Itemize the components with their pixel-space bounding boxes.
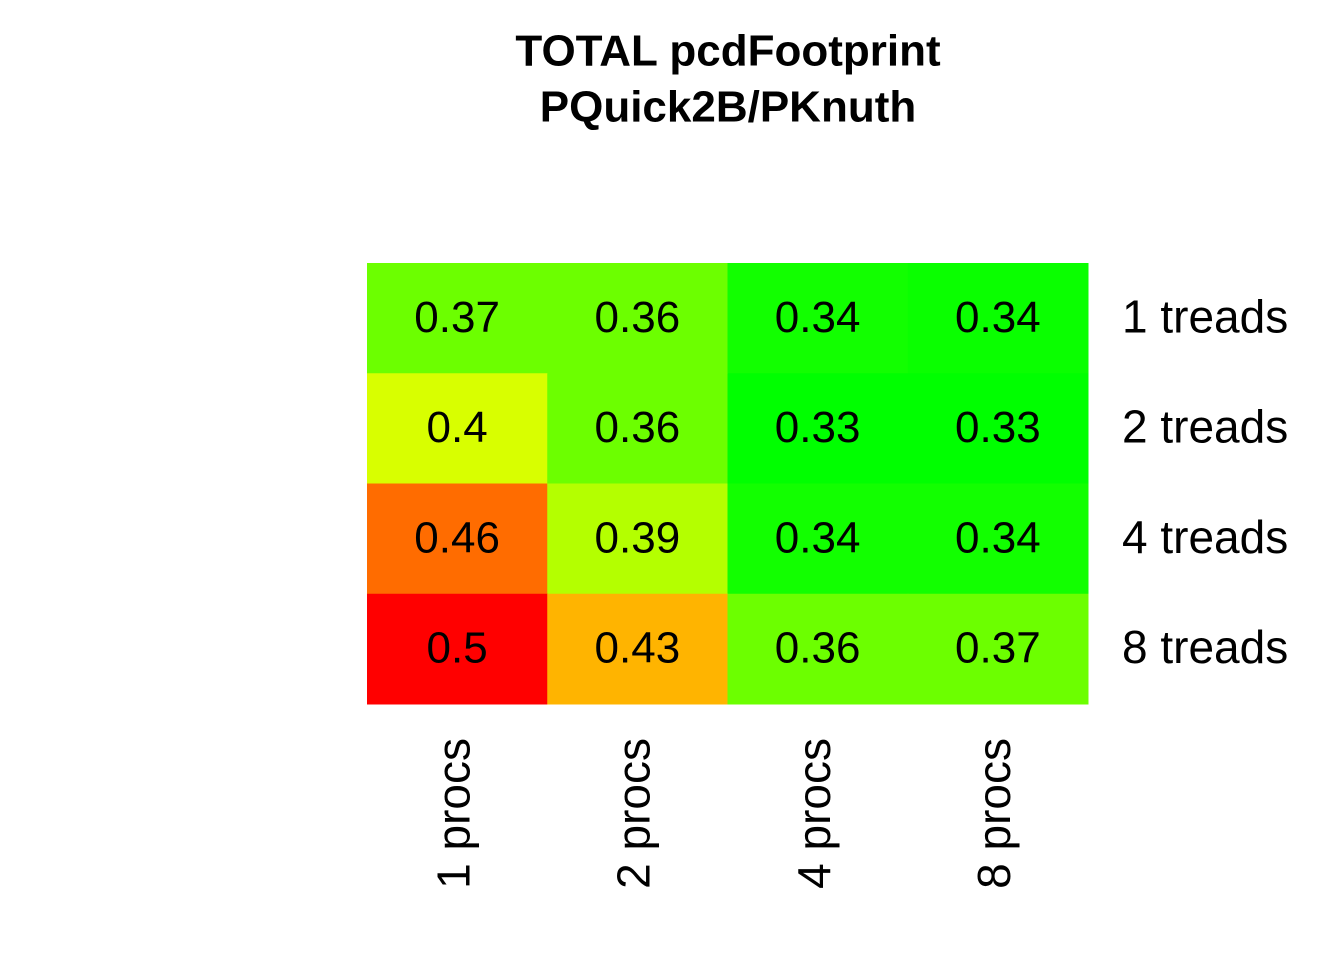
- cell-label: 0.33: [955, 403, 1041, 452]
- cell-label: 0.34: [955, 513, 1041, 562]
- cell-label: 0.34: [775, 513, 861, 562]
- chart-subtitle: PQuick2B/PKnuth: [540, 83, 917, 132]
- cell-label: 0.4: [427, 403, 488, 452]
- cell-label: 0.37: [414, 293, 500, 342]
- heatmap-cell: [727, 373, 909, 484]
- column-label: 2 procs: [608, 738, 660, 889]
- heatmap-cell: [727, 593, 909, 705]
- column-label: 4 procs: [788, 738, 840, 889]
- heatmap-cell: [547, 593, 728, 705]
- cell-label: 0.34: [955, 293, 1041, 342]
- cell-label: 0.43: [595, 624, 681, 673]
- row-label: 8 treads: [1122, 621, 1288, 673]
- heatmap-cell: [547, 483, 728, 595]
- column-label: 8 procs: [968, 738, 1020, 889]
- cell-label: 0.5: [427, 624, 488, 673]
- heatmap-cell: [907, 373, 1089, 484]
- heatmap-cell: [547, 373, 728, 484]
- heatmap-cell: [547, 263, 728, 374]
- heatmap-cell: [367, 593, 548, 705]
- column-label: 1 procs: [427, 738, 479, 889]
- heatmap-cell: [727, 483, 909, 595]
- row-label: 4 treads: [1122, 511, 1288, 563]
- heatmap-cell: [907, 263, 1089, 374]
- heatmap-cell: [367, 263, 548, 374]
- row-label: 2 treads: [1122, 401, 1288, 453]
- heatmap-cell: [907, 593, 1089, 705]
- cell-label: 0.39: [595, 513, 681, 562]
- heatmap-cell: [367, 373, 548, 484]
- heatmap-cell: [367, 483, 548, 595]
- cell-label: 0.37: [955, 624, 1041, 673]
- cell-label: 0.36: [775, 624, 861, 673]
- cell-label: 0.36: [595, 293, 681, 342]
- cell-label: 0.33: [775, 403, 861, 452]
- heatmap-cell: [727, 263, 909, 374]
- cell-label: 0.34: [775, 293, 861, 342]
- cell-label: 0.36: [595, 403, 681, 452]
- row-label: 1 treads: [1122, 290, 1288, 342]
- heatmap-cell: [907, 483, 1089, 595]
- cell-label: 0.46: [414, 513, 500, 562]
- chart-title: TOTAL pcdFootprint: [515, 27, 941, 76]
